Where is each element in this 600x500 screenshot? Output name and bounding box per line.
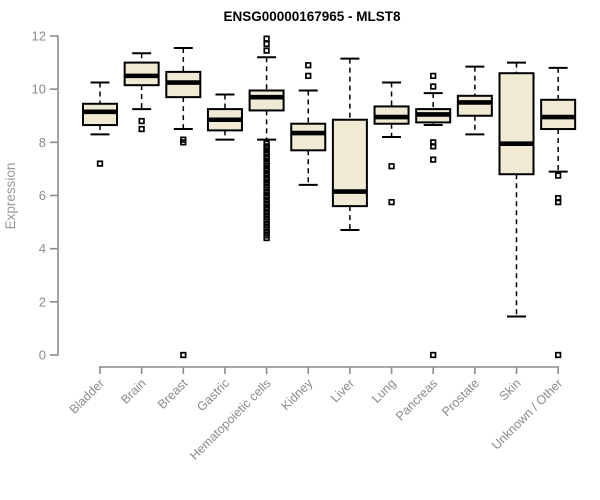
outlier-point	[263, 40, 270, 48]
y-axis-title: Expression	[3, 163, 18, 230]
boxplot-brain	[123, 52, 160, 133]
boxplot-layer	[82, 35, 577, 359]
outlier-point	[554, 172, 562, 179]
outlier-point	[430, 351, 437, 359]
x-axis-label-lung: Lung	[369, 376, 399, 406]
x-axis-label-pancreas: Pancreas	[393, 376, 440, 423]
boxplot-pancreas	[415, 72, 452, 359]
box-rect	[498, 72, 535, 176]
axes-layer: 0 2 4 6 8 10 12 Bladder Brain Breast GastricHemato…	[32, 29, 566, 463]
y-axis-tick-label: 6	[39, 188, 46, 203]
x-axis-label-unknown-other: Unknown / Other	[489, 376, 565, 452]
outlier-point	[430, 156, 437, 163]
y-axis-tick-label: 2	[39, 294, 46, 309]
boxplot-kidney	[290, 62, 327, 186]
outlier-point	[388, 198, 395, 206]
y-axis-tick-label: 10	[32, 82, 46, 97]
y-axis-tick-label: 12	[32, 29, 46, 44]
boxplot-lung	[373, 81, 410, 206]
x-axis-label-bladder: Bladder	[67, 376, 107, 416]
boxplot-unknown-other	[540, 66, 577, 359]
x-axis-label-liver: Liver	[328, 376, 357, 405]
boxplot-breast	[165, 46, 202, 359]
boxplot-bladder	[82, 81, 118, 167]
x-axis-label-brain: Brain	[118, 376, 149, 407]
outlier-point	[430, 83, 437, 90]
chart-title: ENSG00000167965 - MLST8	[223, 9, 401, 24]
x-axis-label-kidney: Kidney	[278, 376, 315, 413]
box-rect	[82, 102, 118, 127]
boxplot-skin	[498, 61, 535, 318]
boxplot-gastric	[206, 93, 243, 141]
x-axis-label-hematopoietic-cells: Hematopoietic cells	[187, 376, 274, 463]
outlier-point	[263, 234, 270, 242]
x-axis-label-prostate: Prostate	[439, 376, 482, 419]
x-axis-label-breast: Breast	[155, 376, 191, 412]
box-rect	[290, 122, 327, 152]
outlier-point	[430, 72, 437, 80]
outlier-point	[554, 198, 562, 206]
outlier-point	[138, 125, 145, 133]
outlier-point	[180, 139, 187, 146]
outlier-point	[96, 160, 104, 167]
outlier-point	[554, 351, 562, 359]
boxplot-liver	[331, 57, 368, 232]
boxplot-prostate	[456, 65, 493, 136]
box-rect	[456, 94, 493, 117]
outlier-point	[138, 117, 145, 125]
x-axis-label-gastric: Gastric	[194, 376, 232, 414]
outlier-point	[263, 35, 270, 42]
outlier-point	[263, 47, 270, 54]
outlier-point	[305, 72, 312, 80]
y-axis-tick-label: 8	[39, 135, 46, 150]
outlier-point	[430, 143, 437, 150]
outlier-point	[388, 163, 395, 170]
box-rect	[248, 89, 285, 112]
x-axis-label-skin: Skin	[497, 376, 524, 403]
outlier-point	[305, 62, 312, 69]
box-rect	[540, 98, 577, 131]
y-axis-tick-label: 4	[39, 241, 46, 256]
outlier-point	[180, 351, 187, 359]
boxplot-hematopoietic-cells	[248, 35, 285, 242]
y-axis-tick-label: 0	[39, 348, 46, 363]
